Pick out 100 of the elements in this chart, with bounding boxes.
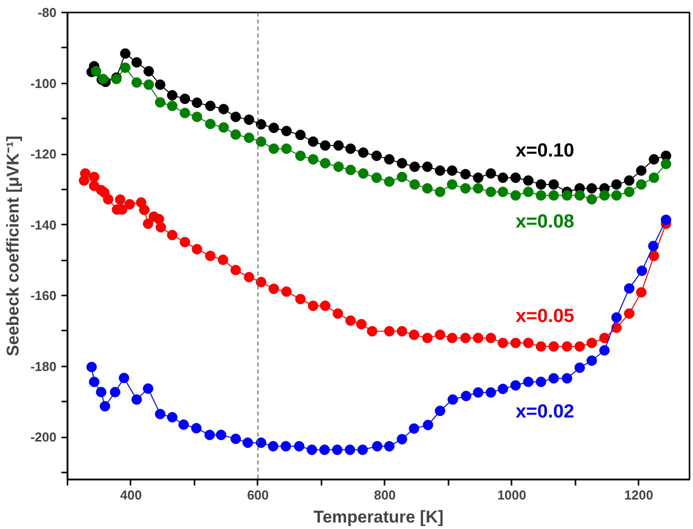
- x-tick-label: 1000: [497, 488, 526, 502]
- point: [536, 341, 546, 352]
- point: [358, 168, 369, 179]
- point: [408, 330, 420, 340]
- point: [118, 372, 130, 384]
- point: [422, 332, 433, 344]
- point: [586, 338, 598, 348]
- point: [131, 394, 142, 405]
- point: [178, 419, 189, 430]
- point: [205, 100, 216, 112]
- point: [422, 162, 433, 172]
- point: [124, 199, 135, 210]
- point: [472, 172, 484, 183]
- y-axis-title: Seebeck coefficient [μVK⁻¹]: [3, 136, 22, 356]
- point: [486, 168, 496, 179]
- point: [624, 308, 634, 319]
- point: [154, 97, 166, 108]
- point: [510, 338, 521, 348]
- point: [548, 179, 559, 190]
- point: [86, 362, 97, 372]
- point: [472, 387, 484, 398]
- point: [216, 430, 226, 440]
- point: [460, 168, 471, 180]
- point: [320, 140, 330, 151]
- point: [166, 90, 178, 101]
- point: [548, 190, 559, 201]
- point: [120, 62, 131, 73]
- point: [205, 118, 216, 130]
- point: [256, 437, 266, 448]
- point: [256, 136, 266, 147]
- point: [498, 186, 508, 198]
- y-tick-label: -160: [30, 288, 57, 304]
- point: [371, 172, 382, 183]
- point: [100, 401, 110, 412]
- point: [218, 254, 228, 266]
- point: [434, 186, 446, 198]
- point: [131, 57, 142, 68]
- point: [139, 204, 150, 216]
- point: [599, 345, 610, 356]
- point: [319, 444, 330, 456]
- series-label: x=0.05: [516, 306, 575, 327]
- point: [611, 312, 622, 323]
- point: [586, 355, 598, 366]
- point: [308, 136, 318, 147]
- point: [624, 186, 634, 198]
- point: [562, 373, 572, 384]
- point: [154, 214, 164, 224]
- point: [268, 122, 280, 134]
- point: [486, 186, 496, 198]
- point: [536, 190, 546, 201]
- point: [372, 441, 382, 452]
- point: [280, 441, 292, 452]
- point: [166, 412, 178, 422]
- point: [166, 230, 178, 240]
- point: [523, 175, 534, 186]
- point: [205, 250, 216, 262]
- point: [599, 190, 610, 201]
- point: [218, 122, 229, 133]
- point: [281, 286, 292, 297]
- point: [648, 250, 660, 262]
- point: [143, 79, 154, 90]
- point: [154, 79, 166, 90]
- y-tick-label: -180: [30, 358, 57, 374]
- point: [345, 143, 356, 154]
- point: [131, 77, 142, 88]
- point: [434, 165, 446, 176]
- series-label: x=0.02: [516, 401, 574, 422]
- y-tick-label: -100: [30, 76, 57, 91]
- y-tick-label: -80: [38, 5, 57, 20]
- point: [358, 147, 369, 158]
- point: [256, 276, 266, 288]
- point: [510, 190, 521, 201]
- point: [320, 300, 330, 312]
- point: [244, 114, 254, 125]
- point: [460, 390, 472, 402]
- point: [142, 383, 154, 394]
- point: [648, 240, 659, 252]
- point: [142, 218, 154, 229]
- point: [562, 190, 572, 201]
- point: [268, 143, 280, 154]
- point: [409, 162, 420, 172]
- point: [308, 300, 318, 312]
- y-tick-label: -140: [30, 217, 57, 232]
- point: [88, 172, 100, 182]
- point: [192, 244, 202, 254]
- point: [180, 108, 190, 118]
- point: [523, 186, 534, 198]
- point: [80, 168, 91, 179]
- point: [281, 143, 292, 154]
- point: [143, 66, 154, 76]
- point: [434, 330, 446, 340]
- point: [333, 162, 344, 172]
- point: [180, 94, 190, 104]
- point: [498, 338, 508, 348]
- x-tick-label: 600: [247, 488, 269, 502]
- point: [357, 444, 368, 456]
- point: [422, 183, 433, 194]
- point: [384, 154, 395, 165]
- point: [333, 140, 344, 151]
- point: [624, 175, 634, 186]
